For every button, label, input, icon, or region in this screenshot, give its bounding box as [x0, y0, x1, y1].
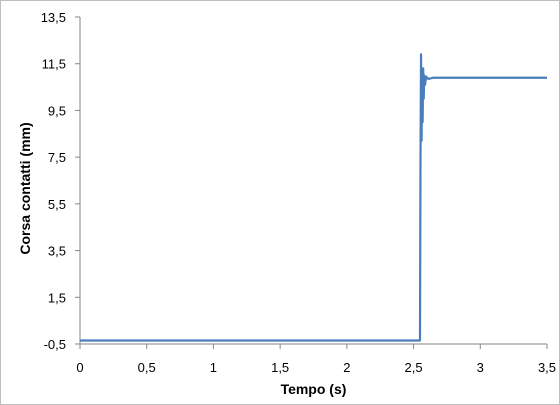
x-tick-label: 3	[477, 360, 484, 375]
y-tick-label: 5,5	[48, 197, 66, 212]
x-tick-label: 3,5	[538, 360, 556, 375]
x-tick-label: 1	[210, 360, 217, 375]
y-axis-title: Corsa contatti (mm)	[17, 122, 33, 254]
x-tick-label: 0	[76, 360, 83, 375]
x-tick-label: 2,5	[405, 360, 423, 375]
y-tick-label: 3,5	[48, 244, 66, 259]
series-line-0	[80, 53, 547, 342]
y-tick-label: 7,5	[48, 150, 66, 165]
x-axis-title: Tempo (s)	[281, 381, 347, 397]
y-tick-label: 9,5	[48, 103, 66, 118]
x-tick-label: 2	[343, 360, 350, 375]
series-layer	[80, 53, 547, 342]
y-tick-label: 13,5	[41, 10, 66, 25]
y-tick-label: -0,5	[44, 337, 66, 352]
x-tick-label: 0,5	[138, 360, 156, 375]
y-tick-label: 11,5	[42, 57, 66, 72]
x-tick-label: 1,5	[271, 360, 289, 375]
y-tick-label: 1,5	[48, 290, 66, 305]
y-axis-ticks: -0,5 1,5 3,5 5,5 7,5 9,5 11,5 13,5	[41, 10, 80, 352]
x-axis-ticks: 0 0,5 1 1,5 2 2,5 3 3,5	[76, 344, 556, 375]
